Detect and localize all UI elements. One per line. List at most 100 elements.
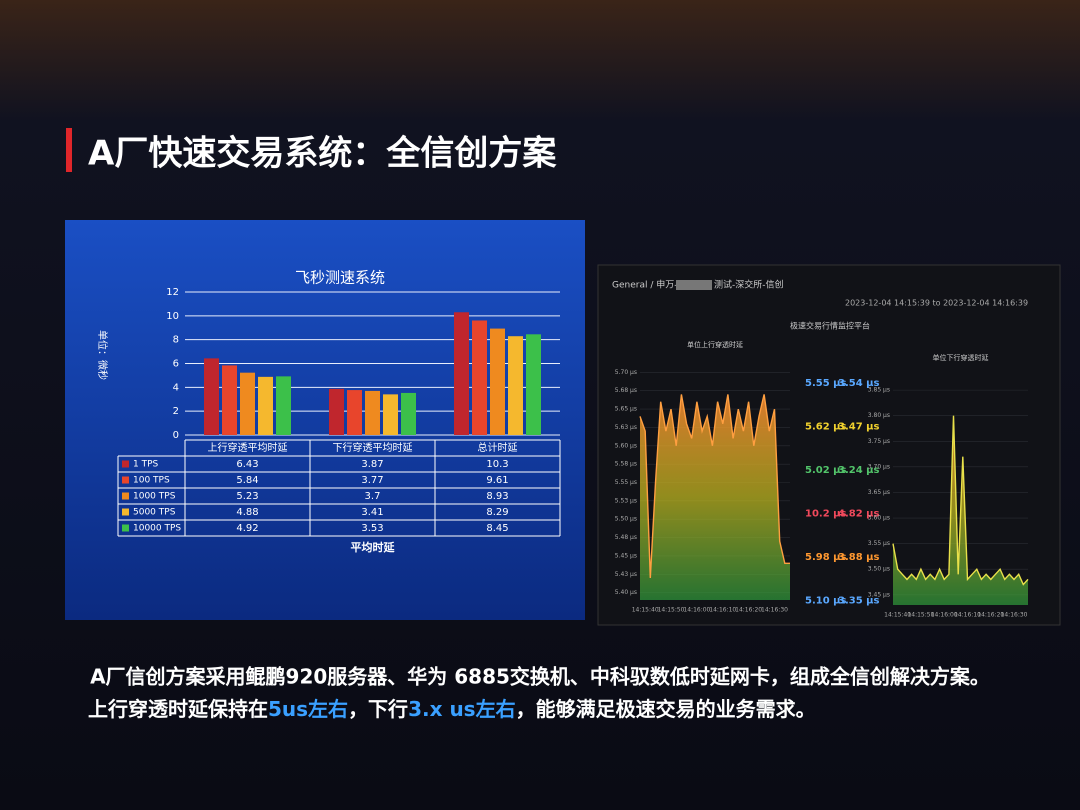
y-tick-label: 8 bbox=[173, 335, 179, 346]
title-accent bbox=[66, 128, 72, 172]
chart-title: 飞秒测速系统 bbox=[295, 269, 385, 287]
y-tick-label: 5.55 µs bbox=[615, 479, 637, 486]
legend-label: 100 TPS bbox=[133, 476, 170, 486]
line bbox=[639, 394, 790, 579]
legend-swatch bbox=[122, 476, 129, 484]
x-tick-label: 14:16:00 bbox=[683, 607, 710, 614]
stat-value: 3.35 µs bbox=[838, 596, 880, 607]
table-value: 5.84 bbox=[236, 475, 258, 486]
stat-value: 3.24 µs bbox=[838, 465, 880, 476]
y-tick-label: 5.43 µs bbox=[615, 571, 637, 578]
bar bbox=[490, 328, 505, 435]
y-tick-label: 3.65 µs bbox=[868, 489, 890, 496]
stat-value: 5.62 µs bbox=[805, 422, 847, 433]
bar bbox=[401, 392, 416, 435]
x-tick-label: 上行穿透平均时延 bbox=[208, 441, 288, 454]
breadcrumb: General / 申万- bbox=[612, 279, 677, 291]
legend-swatch bbox=[122, 460, 129, 468]
table-value: 8.45 bbox=[486, 523, 508, 534]
x-tick-label: 14:16:10 bbox=[709, 607, 736, 614]
x-tick-label: 14:16:00 bbox=[931, 612, 958, 619]
y-tick-label: 6 bbox=[173, 359, 179, 370]
y-tick-label: 5.60 µs bbox=[615, 442, 637, 449]
x-tick-label: 14:16:20 bbox=[735, 607, 762, 614]
bar bbox=[347, 390, 362, 435]
y-tick-label: 3.85 µs bbox=[868, 387, 890, 394]
y-tick-label: 5.48 µs bbox=[615, 534, 637, 541]
table-value: 3.53 bbox=[361, 523, 383, 534]
y-tick-label: 4 bbox=[173, 382, 179, 393]
y-tick-label: 5.53 µs bbox=[615, 497, 637, 504]
bar bbox=[204, 358, 219, 435]
breadcrumb: 测试-深交所-信创 bbox=[714, 279, 784, 291]
y-tick-label: 10 bbox=[166, 311, 179, 322]
y-tick-label: 3.45 µs bbox=[868, 591, 890, 598]
legend-label: 1000 TPS bbox=[133, 492, 176, 502]
x-tick-label: 14:15:50 bbox=[658, 607, 685, 614]
caption-part: ，下行 bbox=[348, 697, 408, 721]
legend-swatch bbox=[122, 524, 129, 532]
line bbox=[892, 415, 1029, 586]
bar bbox=[258, 376, 273, 435]
table-value: 5.23 bbox=[236, 491, 258, 502]
table-value: 8.93 bbox=[486, 491, 508, 502]
x-tick-label: 14:16:30 bbox=[761, 607, 788, 614]
bar bbox=[222, 365, 237, 435]
time-range[interactable]: 2023-12-04 14:15:39 to 2023-12-04 14:16:… bbox=[845, 299, 1028, 308]
caption: A厂信创方案采用鲲鹏920服务器、华为 6885交换机、中科驭数低时延网卡，组成… bbox=[90, 665, 990, 689]
x-tick-label: 总计时延 bbox=[478, 441, 518, 454]
bar bbox=[454, 312, 469, 435]
table-value: 3.7 bbox=[365, 491, 381, 502]
area bbox=[893, 415, 1028, 605]
panel-title: 单位上行穿透时延 bbox=[687, 340, 743, 349]
x-tick-label: 14:16:30 bbox=[1001, 612, 1028, 619]
y-tick-label: 5.65 µs bbox=[615, 406, 637, 413]
stat-value: 5.98 µs bbox=[805, 552, 847, 563]
y-tick-label: 2 bbox=[173, 406, 179, 417]
table-value: 3.77 bbox=[361, 475, 383, 486]
y-tick-label: 5.45 µs bbox=[615, 552, 637, 559]
y-tick-label: 5.50 µs bbox=[615, 516, 637, 523]
x-tick-label: 14:16:20 bbox=[977, 612, 1004, 619]
y-tick-label: 12 bbox=[166, 287, 179, 298]
stat-value: 5.55 µs bbox=[805, 378, 847, 389]
panel-title: 极速交易行情监控平台 bbox=[790, 321, 870, 331]
stat-value: 3.88 µs bbox=[838, 552, 880, 563]
x-tick-label: 14:15:40 bbox=[632, 607, 659, 614]
dashboard: General / 申万- 测试-深交所-信创 2023-12-04 14:15… bbox=[612, 279, 1028, 331]
legend-label: 5000 TPS bbox=[133, 508, 176, 518]
table-value: 3.41 bbox=[361, 507, 383, 518]
y-tick-label: 0 bbox=[173, 430, 179, 441]
caption-part: 上行穿透时延保持在 bbox=[88, 697, 268, 721]
caption-part: ，能够满足极速交易的业务需求。 bbox=[516, 697, 816, 721]
table-value: 3.87 bbox=[361, 459, 383, 470]
y-tick-label: 5.63 µs bbox=[615, 424, 637, 431]
bar bbox=[365, 390, 380, 435]
table-value: 4.92 bbox=[236, 523, 258, 534]
y-axis-label: 单位：微秒 bbox=[96, 330, 109, 380]
y-tick-label: 3.60 µs bbox=[868, 515, 890, 522]
x-tick-label: 下行穿透平均时延 bbox=[333, 441, 413, 454]
stat-value: 5.10 µs bbox=[805, 596, 847, 607]
bar bbox=[383, 394, 398, 435]
table-value: 9.61 bbox=[486, 475, 508, 486]
bar bbox=[276, 376, 291, 435]
y-tick-label: 5.70 µs bbox=[615, 369, 637, 376]
table-value: 8.29 bbox=[486, 507, 508, 518]
y-tick-label: 3.75 µs bbox=[868, 438, 890, 445]
y-tick-label: 5.68 µs bbox=[615, 387, 637, 394]
panel-title: 单位下行穿透时延 bbox=[933, 353, 989, 362]
bar bbox=[526, 334, 541, 435]
x-tick-label: 14:15:50 bbox=[907, 612, 934, 619]
bar bbox=[240, 372, 255, 435]
redaction bbox=[676, 280, 712, 290]
y-tick-label: 3.80 µs bbox=[868, 412, 890, 419]
stat-value: 3.54 µs bbox=[838, 378, 880, 389]
table-value: 6.43 bbox=[236, 459, 258, 470]
y-tick-label: 3.50 µs bbox=[868, 566, 890, 573]
table-value: 10.3 bbox=[486, 459, 508, 470]
y-tick-label: 5.58 µs bbox=[615, 461, 637, 468]
x-tick-label: 14:15:40 bbox=[884, 612, 911, 619]
